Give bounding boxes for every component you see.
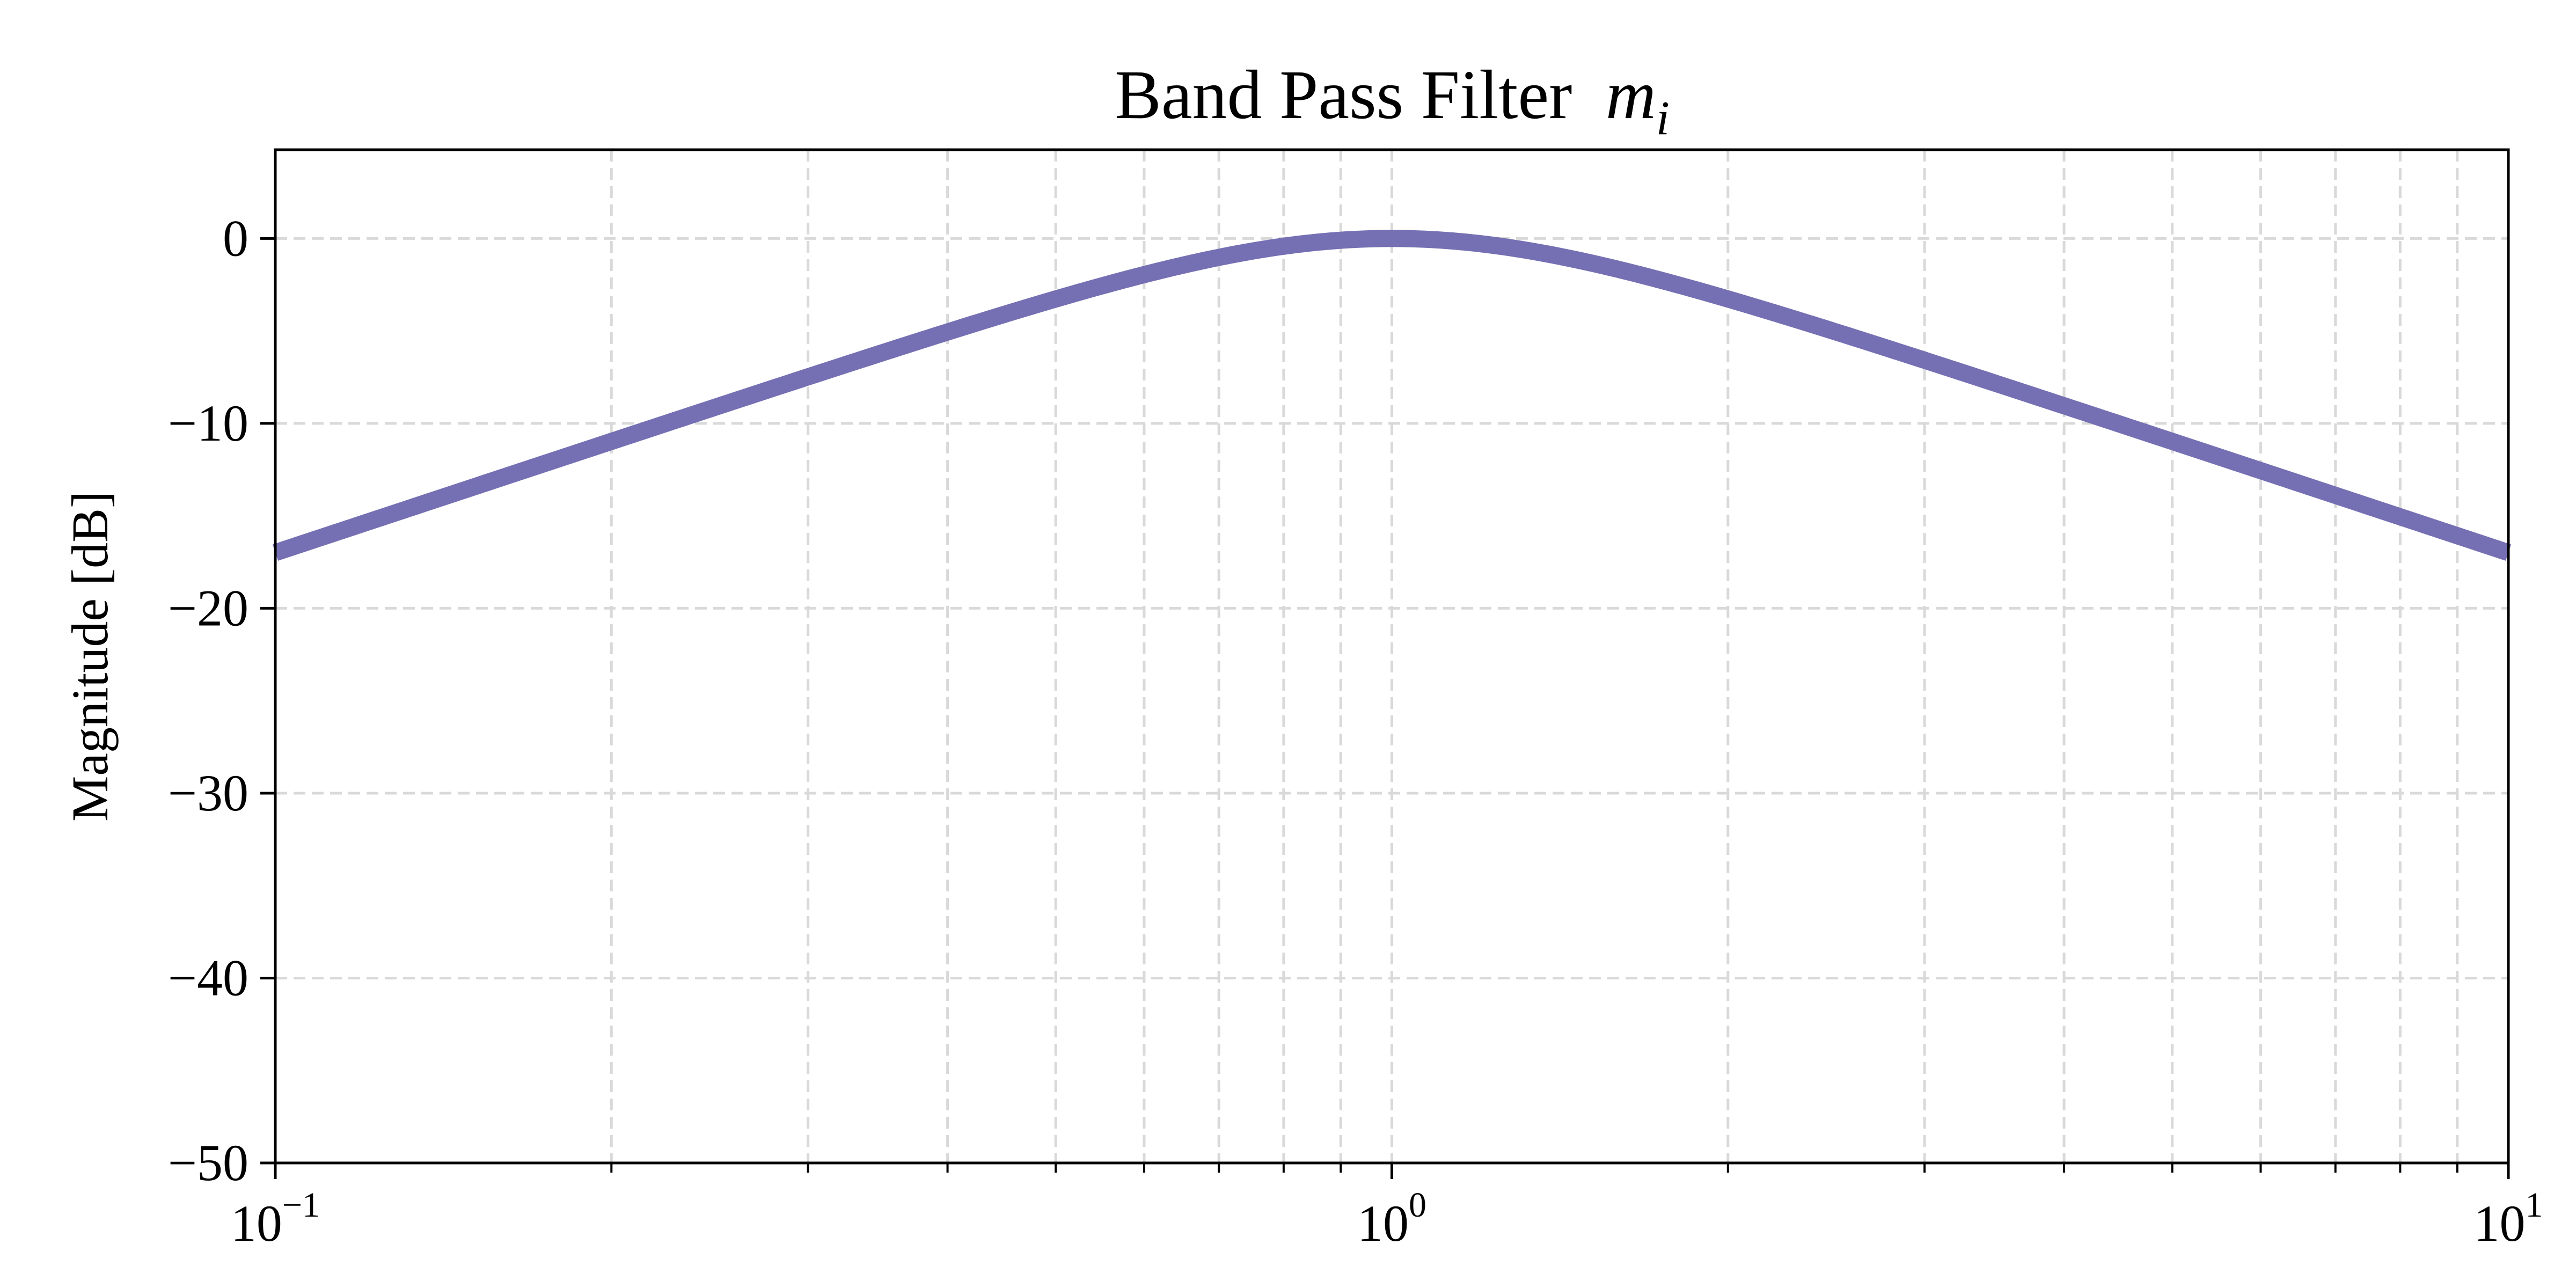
- axis-ticks: 10−1 100 101 0 −10 −20 −30 −40 −50: [168, 209, 2543, 1252]
- chart-title: Band Pass Filter mi: [1115, 56, 1670, 145]
- data-series: [272, 230, 2512, 561]
- chart-title-subscript: i: [1656, 92, 1670, 145]
- x-tick-label: 10−1: [231, 1185, 320, 1252]
- chart-title-text: Band Pass Filter: [1115, 56, 1572, 134]
- y-tick-label: −10: [168, 394, 248, 452]
- y-tick-label: 0: [223, 209, 248, 267]
- y-axis-label: Magnitude [dB]: [61, 491, 119, 822]
- y-tick-label: −20: [168, 579, 248, 636]
- plot-frame: [274, 148, 2510, 1165]
- series-line: [272, 230, 2512, 561]
- y-tick-label: −40: [168, 949, 248, 1006]
- chart-title-math: m: [1606, 56, 1656, 134]
- x-tick-label: 101: [2474, 1185, 2543, 1252]
- x-tick-label: 100: [1357, 1185, 1426, 1252]
- y-tick-label: −30: [168, 764, 248, 822]
- y-tick-label: −50: [168, 1134, 248, 1191]
